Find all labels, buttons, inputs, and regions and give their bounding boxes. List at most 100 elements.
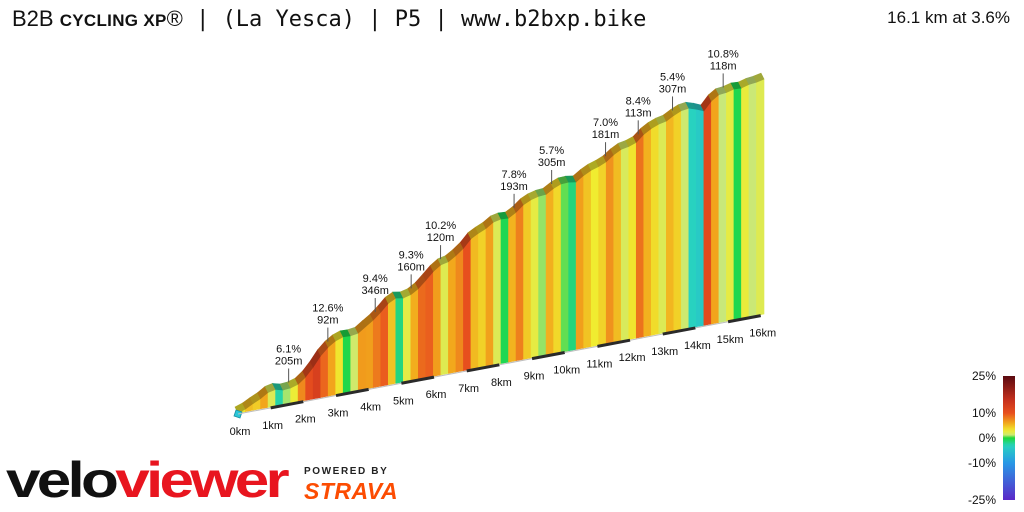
- profile-segment: [681, 107, 690, 330]
- profile-segment: [365, 319, 374, 390]
- profile-segment: [455, 247, 464, 373]
- axis-tick-label: 6km: [426, 389, 447, 401]
- axis-tick-label: 13km: [651, 346, 678, 358]
- axis-tick-label: 1km: [262, 420, 283, 432]
- axis-tick-label: 7km: [458, 383, 479, 395]
- profile-segment: [372, 311, 382, 388]
- annotation-length: 346m: [361, 285, 389, 297]
- profile-segment: [666, 114, 675, 333]
- axis-bar: [564, 345, 598, 354]
- axis-bar: [270, 400, 304, 410]
- axis-tick-label: 16km: [749, 328, 776, 340]
- profile-segment: [553, 183, 562, 354]
- annotation-gradient: 10.8%: [708, 48, 739, 60]
- annotation-length: 92m: [317, 315, 338, 327]
- profile-segment: [560, 181, 569, 353]
- profile-segment: [658, 120, 667, 335]
- annotation-gradient: 5.7%: [539, 145, 564, 157]
- color-scale-label: 0%: [979, 431, 997, 445]
- profile-segment: [470, 232, 479, 370]
- annotation-layer: 6.1%205m 12.6%92m 9.4%346m 9.3%160m 10.2%120…: [275, 48, 739, 383]
- profile-segment: [403, 294, 412, 383]
- axis-bar: [368, 382, 402, 390]
- profile-segment: [500, 217, 509, 364]
- color-scale-bar: [1003, 376, 1015, 500]
- axis-bar: [303, 395, 337, 403]
- axis-bar: [433, 370, 467, 378]
- profile-segment: [650, 123, 660, 336]
- powered-by-strava[interactable]: POWERED BY STRAVA: [304, 466, 414, 506]
- powered-by-label: POWERED BY: [304, 466, 389, 477]
- color-scale-label: 10%: [972, 406, 996, 420]
- profile-segment: [696, 108, 705, 328]
- gradient-color-scale: 25% 10% 0% -10% -25%: [968, 369, 1015, 507]
- annotation-length: 307m: [659, 83, 687, 95]
- axis-bar: [335, 387, 369, 398]
- profile-segment: [440, 261, 449, 376]
- profile-segment: [733, 87, 742, 321]
- profile-segment: [598, 161, 607, 346]
- profile-segment: [380, 302, 389, 387]
- axis-bar: [531, 351, 565, 361]
- distance-axis: 0km 1km 2km 3km 4km 5km 6km 7km 8km 9km 10km 11km 12…: [230, 314, 776, 438]
- annotation-length: 113m: [625, 107, 652, 119]
- annotation-length: 181m: [592, 129, 620, 141]
- axis-tick-label: 9km: [524, 371, 545, 383]
- profile-segment: [748, 81, 757, 318]
- axis-bar: [629, 333, 663, 341]
- axis-bar: [466, 363, 500, 373]
- profile-segment: [350, 332, 359, 393]
- annotation-length: 118m: [710, 60, 737, 72]
- logo-velo: velo: [6, 453, 117, 507]
- annotation-gradient: 7.0%: [593, 117, 618, 129]
- axis-tick-label: 10km: [553, 365, 580, 377]
- profile-segment: [605, 154, 615, 345]
- profile-segment: [590, 165, 599, 347]
- profile-segment: [711, 94, 720, 325]
- axis-tick-label: 0km: [230, 426, 251, 438]
- axis-bar: [597, 338, 631, 348]
- profile-top-surface: [753, 72, 765, 83]
- profile-segment: [523, 199, 532, 360]
- profile-segment: [485, 221, 494, 367]
- profile-segment: [327, 340, 336, 397]
- profile-segment: [463, 237, 472, 371]
- color-scale-label: -25%: [968, 493, 996, 507]
- annotation-gradient: 6.1%: [276, 343, 301, 355]
- profile-segment: [508, 211, 517, 363]
- profile-segment: [395, 297, 404, 384]
- profile-segment: [673, 110, 682, 332]
- axis-bar: [401, 375, 435, 385]
- profile-segment: [425, 270, 434, 379]
- profile-segment: [568, 181, 577, 352]
- chart-title: B2B CYCLING XP® | (La Yesca) | P5 | www.…: [12, 6, 646, 32]
- axis-tick-label: 4km: [360, 401, 381, 413]
- title-rest: | (La Yesca) | P5 | www.b2bxp.bike: [182, 7, 647, 32]
- annotation-gradient: 8.4%: [626, 95, 651, 107]
- axis-tick-label: 2km: [295, 414, 316, 426]
- profile-segment: [688, 107, 697, 329]
- profile-segment: [620, 146, 630, 342]
- profile-segment: [726, 88, 735, 322]
- climb-summary: 16.1 km at 3.6%: [887, 8, 1010, 27]
- color-scale-label: -10%: [968, 456, 996, 470]
- annotation-length: 160m: [397, 261, 425, 273]
- profile-segment: [703, 100, 712, 326]
- profile-segment: [718, 92, 727, 323]
- annotation-length: 305m: [538, 157, 566, 169]
- axis-tick-label: 5km: [393, 395, 414, 407]
- profile-segment: [635, 133, 645, 339]
- profile-segment: [545, 187, 554, 356]
- profile-segment: [335, 336, 344, 395]
- axis-tick-label: 15km: [717, 334, 744, 346]
- profile-segment: [538, 193, 547, 357]
- profile-segment: [493, 218, 502, 366]
- axis-bar: [695, 321, 729, 329]
- annotation-length: 120m: [427, 232, 455, 244]
- profile-segment: [583, 169, 592, 349]
- profile-segment: [433, 264, 442, 377]
- profile-segment: [756, 78, 765, 316]
- axis-tick-label: 12km: [619, 352, 646, 364]
- veloviewer-logo[interactable]: velo viewer: [6, 452, 292, 508]
